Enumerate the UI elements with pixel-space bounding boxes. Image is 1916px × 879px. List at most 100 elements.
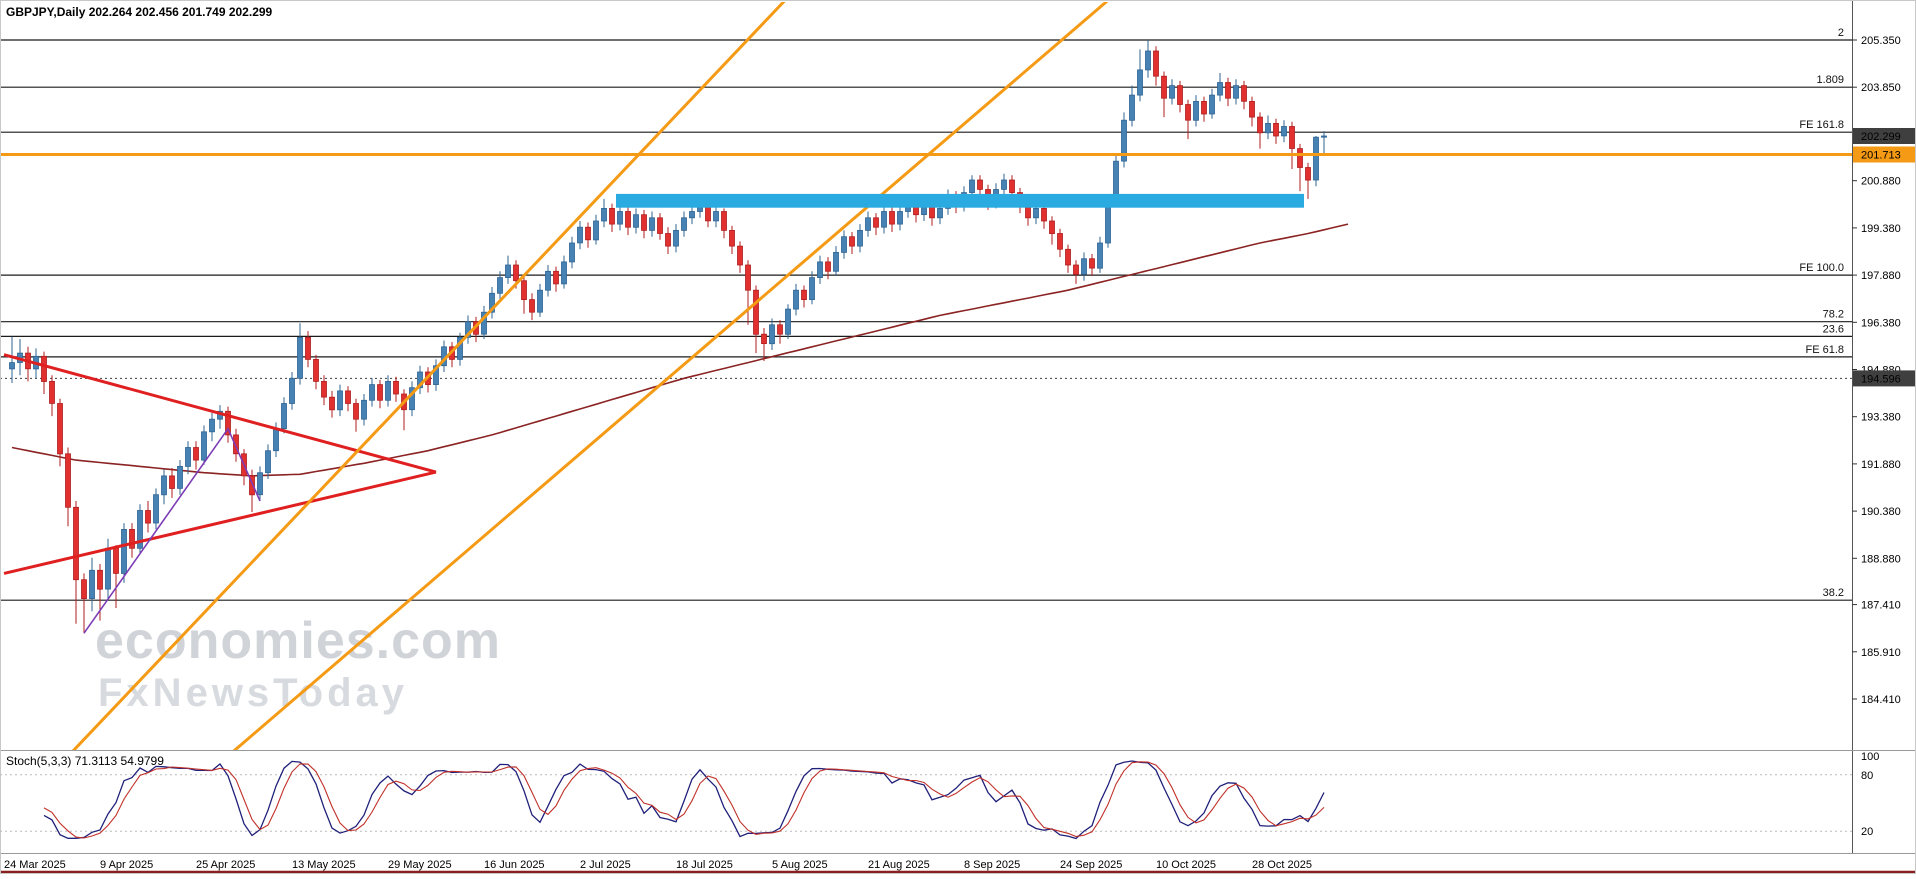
stochastic-pane[interactable]: [0, 760, 1852, 840]
candle-body: [1265, 123, 1271, 134]
candle-body: [817, 261, 823, 278]
candle-body: [969, 179, 975, 194]
candle-body: [1201, 101, 1207, 115]
candle-body: [193, 447, 199, 461]
candle-body: [809, 277, 815, 301]
candle-body: [57, 403, 63, 455]
candle-body: [1241, 85, 1247, 102]
stoch-axis-label-80: 80: [1861, 770, 1873, 782]
price-tick-label: 203.850: [1861, 82, 1901, 94]
candle-body: [369, 384, 375, 401]
price-tick-label: 197.880: [1861, 270, 1901, 282]
candle-body: [465, 321, 471, 338]
stoch-axis-label-100: 100: [1861, 751, 1879, 763]
candle-body: [721, 211, 727, 231]
candle-body: [873, 217, 879, 228]
fib-level-label: 2: [1838, 27, 1844, 39]
candle-body: [617, 211, 623, 225]
moving-average-line[interactable]: [11, 223, 1349, 477]
candle-body: [561, 261, 567, 285]
date-label[interactable]: 18 Jul 2025: [676, 859, 733, 871]
date-label[interactable]: 13 May 2025: [292, 859, 356, 871]
trendline-red-descending[interactable]: [3, 353, 437, 474]
candle-body: [1185, 104, 1191, 121]
candle-body: [689, 211, 695, 219]
date-label[interactable]: 24 Sep 2025: [1060, 859, 1122, 871]
candle-body: [761, 333, 767, 345]
candle-body: [1081, 258, 1087, 275]
candle-body: [569, 242, 575, 263]
zigzag-line[interactable]: [83, 427, 261, 634]
date-label[interactable]: 5 Aug 2025: [772, 859, 828, 871]
candle-body: [545, 270, 551, 291]
price-tick-label: 193.380: [1861, 412, 1901, 424]
fib-level-label: FE 61.8: [1805, 344, 1844, 356]
date-label[interactable]: 24 Mar 2025: [4, 859, 66, 871]
candle-body: [601, 207, 607, 222]
candle-body: [353, 403, 359, 420]
candle-body: [1065, 248, 1071, 266]
candle-body: [305, 336, 311, 360]
date-label[interactable]: 25 Apr 2025: [196, 859, 255, 871]
candle-body: [361, 399, 367, 420]
candle-body: [121, 529, 127, 574]
price-tick-label: 187.410: [1861, 600, 1901, 612]
date-label[interactable]: 28 Oct 2025: [1252, 859, 1312, 871]
candle-body: [1129, 94, 1135, 121]
fib-level-label: 23.6: [1823, 323, 1844, 335]
date-label[interactable]: 29 May 2025: [388, 859, 452, 871]
date-label[interactable]: 9 Apr 2025: [100, 859, 153, 871]
candle-body: [1153, 50, 1159, 77]
candle-body: [937, 207, 943, 219]
candle-body: [1233, 85, 1239, 99]
price-badge-label: 202.299: [1861, 131, 1901, 143]
candle-body: [1249, 101, 1255, 118]
date-label[interactable]: 16 Jun 2025: [484, 859, 545, 871]
trendline-red-ascending[interactable]: [3, 470, 437, 575]
candle-body: [89, 569, 95, 599]
candle-body: [249, 475, 255, 496]
candle-body: [1305, 167, 1311, 181]
candle-body: [849, 236, 855, 247]
candle-body: [897, 211, 903, 225]
candle-body: [737, 245, 743, 266]
candle-body: [785, 308, 791, 335]
fib-level-label: 38.2: [1823, 587, 1844, 599]
candle-body: [457, 336, 463, 360]
candle-body: [105, 547, 111, 590]
supply-zone-rect[interactable]: [616, 193, 1304, 208]
candle-body: [1161, 75, 1167, 99]
candle-body: [289, 377, 295, 404]
candle-body: [1097, 242, 1103, 269]
candle-body: [345, 390, 351, 404]
candle-body: [1209, 94, 1215, 115]
candle-body: [257, 472, 263, 496]
candle-body: [385, 380, 391, 401]
candle-body: [1225, 82, 1231, 99]
stoch-main-line: [43, 760, 1325, 840]
candle-body: [593, 220, 599, 241]
candle-body: [201, 431, 207, 461]
date-label[interactable]: 21 Aug 2025: [868, 859, 930, 871]
candle-body: [1281, 126, 1287, 137]
date-label[interactable]: 10 Oct 2025: [1156, 859, 1216, 871]
candle-body: [409, 387, 415, 411]
candle-body: [273, 428, 279, 452]
candle-body: [625, 211, 631, 228]
candle-body: [1137, 69, 1143, 96]
candle-body: [649, 217, 655, 231]
candle-body: [641, 214, 647, 231]
date-label[interactable]: 8 Sep 2025: [964, 859, 1020, 871]
candle-body: [73, 506, 79, 581]
candle-body: [433, 365, 439, 386]
candle-body: [521, 280, 527, 301]
price-badge-label: 201.713: [1861, 150, 1901, 162]
date-label[interactable]: 2 Jul 2025: [580, 859, 631, 871]
candle-body: [1297, 148, 1303, 168]
price-tick-label: 188.880: [1861, 553, 1901, 565]
